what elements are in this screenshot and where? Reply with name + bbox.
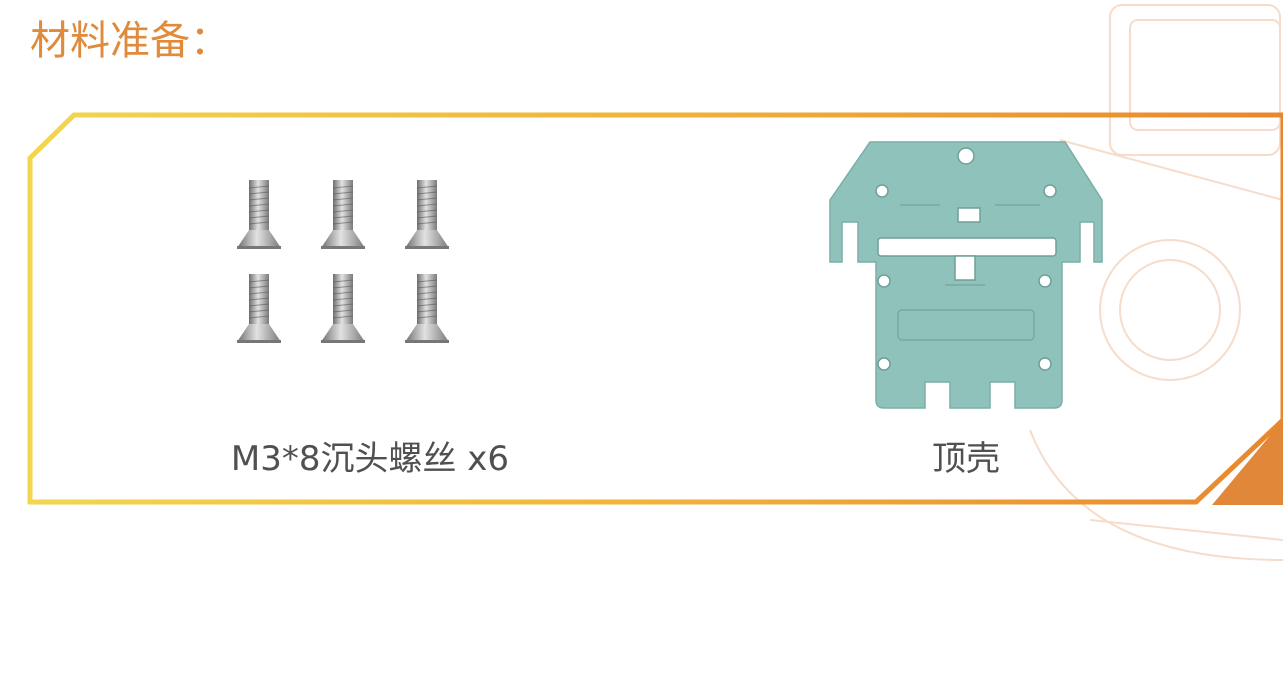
screws-image — [236, 179, 450, 344]
item-label: 顶壳 — [932, 439, 1000, 479]
item-label: M3*8沉头螺丝 x6 — [231, 439, 509, 479]
background-art — [1029, 4, 1283, 561]
top-shell-image — [829, 141, 1103, 409]
table-frame — [27, 112, 1283, 505]
title: 材料准备： — [30, 18, 230, 64]
corner-accent — [1212, 420, 1283, 505]
